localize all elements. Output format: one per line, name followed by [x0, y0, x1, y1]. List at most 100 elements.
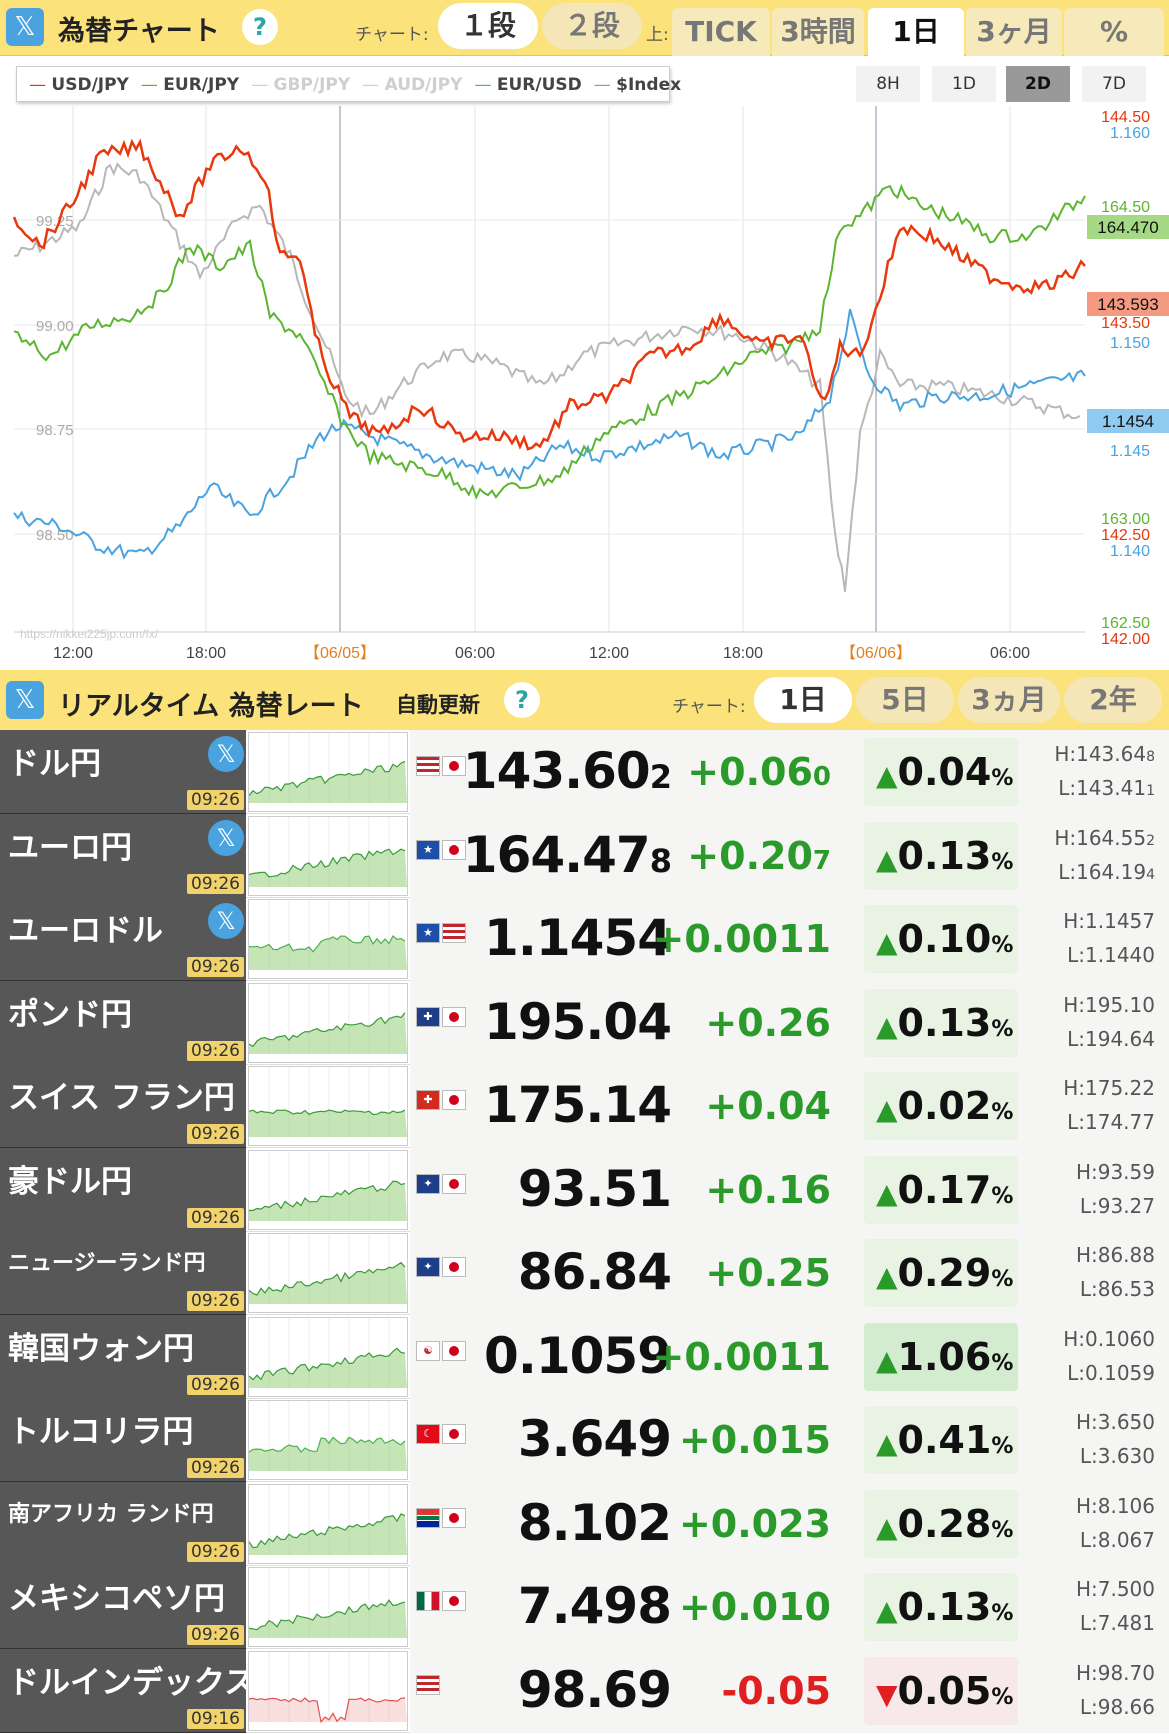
legend-item-2[interactable]: — GBP/JPY	[251, 75, 351, 95]
realtime-title: リアルタイム 為替レート	[58, 691, 364, 722]
low-value: L:8.067	[1079, 1527, 1155, 1552]
flag-jp-icon	[442, 1090, 466, 1110]
arrow-up-icon: ▲	[876, 926, 898, 959]
low-value: L:98.66	[1079, 1694, 1155, 1719]
arrow-up-icon: ▲	[876, 842, 898, 876]
pair-name-cell[interactable]: ドル円 𝕏 09:26	[0, 730, 246, 814]
high-value: H:195.10	[1063, 992, 1155, 1017]
sparkline-chart[interactable]	[248, 1066, 408, 1146]
rate-row[interactable]: ユーロ円 𝕏 09:26 ★ 164.478 +0.207 ▲0.13% H:164.552 L…	[0, 813, 1169, 898]
legend-item-5[interactable]: — $Index	[593, 75, 682, 95]
pair-name-cell[interactable]: トルコリラ円 09:26	[0, 1398, 246, 1482]
two-row-button[interactable]: ２段	[542, 3, 642, 49]
rate-row[interactable]: スイス フラン円 09:26 ✚ 175.14 +0.04 ▲0.02% H:175.22 L…	[0, 1064, 1169, 1148]
x-share-icon[interactable]: 𝕏	[208, 736, 244, 772]
sparkline-chart[interactable]	[248, 1567, 408, 1647]
pair-name: メキシコペソ円	[8, 1581, 225, 1617]
series-eur-jpy	[13, 183, 1086, 500]
tab-tick[interactable]: TICK	[672, 8, 770, 56]
legend-item-3[interactable]: — AUD/JPY	[362, 75, 463, 95]
price: 1.1454	[484, 909, 672, 967]
rate-row[interactable]: ニュージーランド円 09:26 ✦ 86.84 +0.25 ▲0.29% H:86.88 L:…	[0, 1231, 1169, 1315]
change: +0.04	[705, 1084, 831, 1128]
x-share-icon-2[interactable]: 𝕏	[6, 681, 44, 719]
rate-row[interactable]: ドルインデックス 09:16 98.69 -0.05 ▼0.05% H:98.70 L:98…	[0, 1648, 1169, 1733]
sparkline-chart[interactable]	[248, 1149, 408, 1230]
sparkline-chart[interactable]	[248, 1483, 408, 1564]
rate-row[interactable]: トルコリラ円 09:26 ☾ 3.649 +0.015 ▲0.41% H:3.650 L:3.…	[0, 1398, 1169, 1482]
price: 7.498	[517, 1577, 672, 1635]
high-value: H:3.650	[1075, 1410, 1155, 1434]
sparkline-chart[interactable]	[248, 982, 408, 1063]
x-share-icon[interactable]: 𝕏	[208, 819, 244, 856]
sparkline-chart[interactable]	[248, 1316, 408, 1397]
pair-name-cell[interactable]: ポンド円 09:26	[0, 980, 246, 1065]
last-price-bg	[1087, 292, 1169, 316]
arrow-down-icon: ▼	[876, 1677, 898, 1711]
pair-name-cell[interactable]: スイス フラン円 09:26	[0, 1064, 246, 1148]
period-5d[interactable]: 5日	[856, 677, 954, 723]
update-time: 09:26	[187, 873, 244, 894]
y-tick-left: 98.75	[36, 422, 74, 439]
x-share-icon[interactable]: 𝕏	[6, 8, 44, 46]
sparkline-chart[interactable]	[248, 1650, 408, 1731]
tab-3h[interactable]: 3時間	[772, 8, 864, 56]
legend-item-0[interactable]: — USD/JPY	[29, 75, 129, 95]
period-2y[interactable]: 2年	[1064, 677, 1162, 723]
sparkline-chart[interactable]	[248, 1233, 408, 1313]
pair-name-cell[interactable]: ユーロ円 𝕏 09:26	[0, 813, 246, 898]
tab-3m[interactable]: 3ヶ月	[966, 8, 1062, 56]
rate-values: 98.69 -0.05 ▼0.05% H:98.70 L:98.66	[410, 1648, 1169, 1733]
x-tick: 06:00	[990, 645, 1030, 662]
low-value: L:3.630	[1079, 1444, 1155, 1468]
percent-change-badge: ▼0.05%	[864, 1656, 1018, 1725]
price: 3.649	[517, 1410, 672, 1468]
period-1d[interactable]: 1日	[754, 677, 852, 723]
x-tick: 【06/06】	[840, 645, 912, 662]
last-price-label: 143.593	[1097, 295, 1158, 314]
rate-row[interactable]: 豪ドル円 09:26 ✦ 93.51 +0.16 ▲0.17% H:93.59 L:93.27	[0, 1147, 1169, 1232]
rate-row[interactable]: 南アフリカ ランド円 09:26 8.102 +0.023 ▲0.28% H:8.106 L…	[0, 1481, 1169, 1566]
sparkline-chart[interactable]	[248, 732, 408, 812]
x-share-icon[interactable]: 𝕏	[208, 903, 244, 939]
pair-name-cell[interactable]: 韓国ウォン円 09:26	[0, 1314, 246, 1399]
sparkline-chart[interactable]	[248, 815, 408, 896]
pair-name-cell[interactable]: 豪ドル円 09:26	[0, 1147, 246, 1232]
one-row-button[interactable]: １段	[438, 3, 538, 49]
range-2d[interactable]: 2D	[1006, 66, 1070, 102]
price: 86.84	[517, 1243, 672, 1301]
pair-name-cell[interactable]: ユーロドル 𝕏 09:26	[0, 897, 246, 981]
tab-1d[interactable]: 1日	[868, 8, 964, 56]
rate-row[interactable]: ドル円 𝕏 09:26 143.602 +0.060 ▲0.04% H:143.648 L:1…	[0, 730, 1169, 814]
y-tick-right: 1.150	[1110, 335, 1150, 352]
pair-name-cell[interactable]: メキシコペソ円 09:26	[0, 1565, 246, 1649]
rate-values: ★ 1.1454 +0.0011 ▲0.10% H:1.1457 L:1.1440	[410, 897, 1169, 981]
change: -0.05	[721, 1668, 831, 1713]
rate-row[interactable]: メキシコペソ円 09:26 7.498 +0.010 ▲0.13% H:7.500 L:7.…	[0, 1565, 1169, 1649]
percent-change-badge: ▲1.06%	[864, 1322, 1018, 1391]
sparkline-chart[interactable]	[248, 899, 408, 979]
flag-za-icon	[416, 1507, 440, 1528]
range-1d[interactable]: 1D	[932, 66, 996, 102]
help-icon-2[interactable]: ?	[504, 682, 540, 718]
range-8h[interactable]: 8H	[856, 66, 920, 102]
y-tick-right: 1.160	[1110, 125, 1150, 142]
rate-row[interactable]: ポンド円 09:26 ✚ 195.04 +0.26 ▲0.13% H:195.10 L:194…	[0, 980, 1169, 1065]
tab-percent[interactable]: %	[1064, 8, 1164, 56]
legend-item-1[interactable]: — EUR/JPY	[140, 75, 240, 95]
pair-name-cell[interactable]: ドルインデックス 09:16	[0, 1648, 255, 1733]
help-icon[interactable]: ?	[242, 9, 278, 45]
flag-tr-icon: ☾	[416, 1424, 440, 1444]
arrow-up-icon: ▲	[876, 1093, 898, 1126]
flag-gb-icon: ✚	[416, 1006, 440, 1027]
change: +0.010	[678, 1585, 831, 1629]
legend-item-4[interactable]: — EUR/USD	[474, 75, 582, 95]
pair-name-cell[interactable]: 南アフリカ ランド円 09:26	[0, 1481, 246, 1566]
pair-name-cell[interactable]: ニュージーランド円 09:26	[0, 1231, 246, 1315]
rate-row[interactable]: 韓国ウォン円 09:26 ☯ 0.1059 +0.0011 ▲1.06% H:0.1060 L…	[0, 1314, 1169, 1399]
range-7d[interactable]: 7D	[1082, 66, 1146, 102]
percent-change-badge: ▲0.41%	[864, 1406, 1018, 1474]
rate-row[interactable]: ユーロドル 𝕏 09:26 ★ 1.1454 +0.0011 ▲0.10% H:1.1457 L…	[0, 897, 1169, 981]
period-3m[interactable]: 3ヵ月	[958, 677, 1060, 723]
sparkline-chart[interactable]	[248, 1400, 408, 1480]
